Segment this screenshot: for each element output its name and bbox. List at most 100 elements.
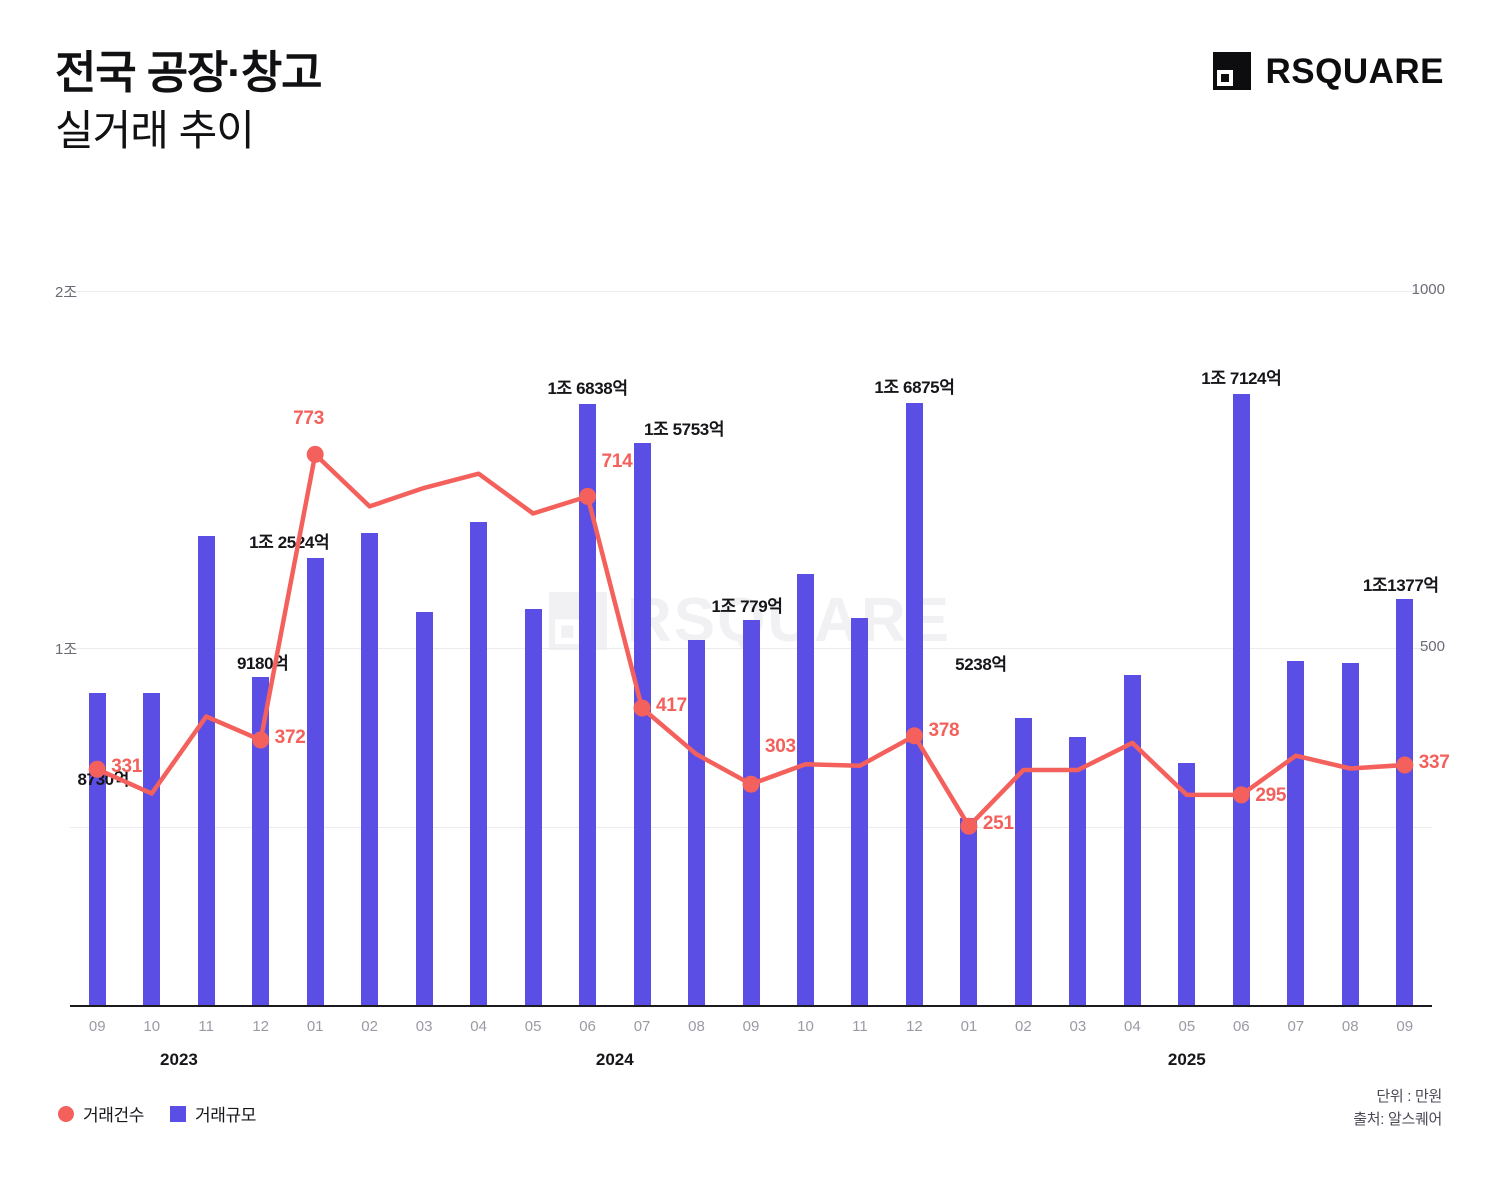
- page-header: 전국 공장·창고 실거래 추이 RSQUARE: [0, 0, 1500, 200]
- bar[interactable]: [796, 574, 814, 1005]
- x-axis-year-label: 2023: [160, 1050, 198, 1069]
- bar[interactable]: [688, 639, 706, 1005]
- legend-label: 거래규모: [194, 1106, 256, 1125]
- bar[interactable]: [361, 533, 379, 1005]
- x-axis-month-tick: 08: [1341, 1018, 1359, 1035]
- bar[interactable]: [415, 611, 433, 1005]
- x-axis-month-tick: 05: [1178, 1018, 1196, 1035]
- page-title: 전국 공장·창고 실거래 추이: [55, 46, 322, 157]
- plot-canvas: 8730억 9180억 1조 2524억 1조 6838억 1조 5753억 1조 779…: [70, 250, 1450, 1007]
- bar[interactable]: [306, 557, 324, 1005]
- x-axis-month-tick: 12: [906, 1018, 923, 1035]
- y-axis-left-tick: 2조: [55, 284, 78, 302]
- bar[interactable]: [1123, 674, 1141, 1005]
- bar-value-label: 1조 5753억: [643, 419, 725, 439]
- x-axis-month-tick: 10: [143, 1018, 161, 1035]
- line-value-label: 773: [293, 408, 324, 430]
- footnote-unit: 단위 : 만원: [1376, 1088, 1442, 1105]
- line-value-label: 417: [656, 694, 687, 716]
- bar[interactable]: [633, 442, 651, 1005]
- x-axis-month-tick: 03: [415, 1018, 433, 1035]
- bar-value-label: 1조 2524억: [249, 532, 330, 552]
- legend-item[interactable]: 거래건수: [58, 1101, 144, 1126]
- bar[interactable]: [905, 402, 923, 1005]
- y-axis-right-tick: 1000: [1411, 281, 1445, 299]
- line-point-marker[interactable]: [306, 445, 324, 463]
- bar-value-label: 1조 6875억: [874, 377, 955, 397]
- line-value-label: 337: [1418, 751, 1450, 773]
- x-axis-month-tick: 03: [1069, 1018, 1087, 1035]
- line-path: [94, 452, 1408, 829]
- bar[interactable]: [1232, 393, 1250, 1005]
- line-series: [88, 445, 1414, 835]
- bar-value-label: 8730억: [77, 770, 130, 790]
- brand-name: RSQUARE: [1265, 51, 1444, 91]
- legend-circle-icon: [58, 1105, 74, 1122]
- line-value-label: 295: [1255, 784, 1287, 806]
- bar[interactable]: [197, 535, 215, 1005]
- line-value-label: 372: [274, 727, 306, 749]
- bar-value-label: 1조 6838억: [547, 378, 628, 398]
- line-value-label: 714: [601, 451, 633, 473]
- line-point-marker[interactable]: [742, 775, 760, 793]
- title-main: 전국 공장·창고: [55, 47, 322, 98]
- chart-footnote: 단위 : 만원 출처: 알스퀘어: [1353, 1085, 1442, 1132]
- bar[interactable]: [1396, 598, 1414, 1005]
- bar-value-label: 1조 7124억: [1201, 368, 1282, 388]
- line-point-marker[interactable]: [905, 727, 923, 745]
- line-point-marker[interactable]: [252, 731, 270, 749]
- x-axis-year-label: 2024: [595, 1050, 634, 1069]
- x-axis-month-tick: 11: [852, 1018, 868, 1035]
- bar[interactable]: [1178, 762, 1196, 1005]
- x-axis-month-tick: 09: [88, 1018, 106, 1035]
- x-axis: 09 10 11 12 01 02 03 04 05 06 07 08 09 10 11 12 01 02 03 04…: [70, 1008, 1432, 1078]
- legend-item[interactable]: 거래규모: [169, 1101, 256, 1126]
- bar[interactable]: [1341, 663, 1359, 1005]
- line-value-label: 251: [982, 813, 1014, 835]
- bar[interactable]: [524, 609, 542, 1005]
- x-axis-month-tick: 11: [198, 1018, 214, 1035]
- line-point-marker[interactable]: [633, 699, 651, 717]
- y-axis-left-tick: 1조: [55, 641, 78, 659]
- x-axis-month-tick: 02: [361, 1018, 378, 1035]
- chart-legend: 거래건수 거래규모: [58, 1101, 256, 1126]
- rsquare-logo-icon: [1213, 52, 1252, 90]
- bar-value-label: 5238억: [955, 655, 1007, 675]
- x-axis-month-tick: 04: [470, 1018, 487, 1035]
- bar[interactable]: [252, 677, 270, 1005]
- bar[interactable]: [143, 693, 161, 1005]
- line-point-marker[interactable]: [1396, 756, 1414, 774]
- bar[interactable]: [1287, 661, 1305, 1005]
- x-axis-month-tick: 02: [1015, 1018, 1032, 1035]
- x-axis-month-tick: 06: [1232, 1018, 1250, 1035]
- bar[interactable]: [470, 522, 488, 1005]
- bar[interactable]: [960, 818, 978, 1005]
- x-axis-year-label: 2025: [1167, 1050, 1206, 1069]
- x-axis-month-tick: 01: [960, 1018, 978, 1035]
- x-axis-month-tick: 05: [524, 1018, 542, 1035]
- line-point-marker[interactable]: [1232, 786, 1250, 804]
- line-point-marker[interactable]: [88, 760, 106, 778]
- x-axis-month-tick: 04: [1124, 1018, 1141, 1035]
- x-axis-line: [70, 1005, 1432, 1007]
- bar[interactable]: [579, 403, 597, 1005]
- bar-value-label: 1조 779억: [711, 597, 783, 617]
- bar[interactable]: [1069, 736, 1087, 1005]
- x-axis-month-tick: 07: [1287, 1018, 1305, 1035]
- gridline: [70, 291, 1432, 293]
- bar[interactable]: [851, 618, 869, 1005]
- line-point-marker[interactable]: [579, 487, 597, 505]
- legend-square-icon: [169, 1105, 186, 1122]
- line-point-marker[interactable]: [960, 817, 978, 835]
- x-axis-month-tick: 09: [742, 1018, 760, 1035]
- x-axis-month-tick: 06: [579, 1018, 596, 1035]
- bar[interactable]: [742, 620, 760, 1005]
- y-axis-right-tick: 500: [1419, 638, 1445, 656]
- bar[interactable]: [1014, 717, 1032, 1005]
- line-value-label: 331: [111, 756, 143, 778]
- x-axis-month-tick: 10: [797, 1018, 814, 1035]
- line-value-label: 303: [765, 736, 796, 758]
- x-axis-month-tick: 07: [633, 1018, 651, 1035]
- x-axis-month-tick: 12: [252, 1018, 270, 1035]
- title-sub: 실거래 추이: [55, 106, 255, 154]
